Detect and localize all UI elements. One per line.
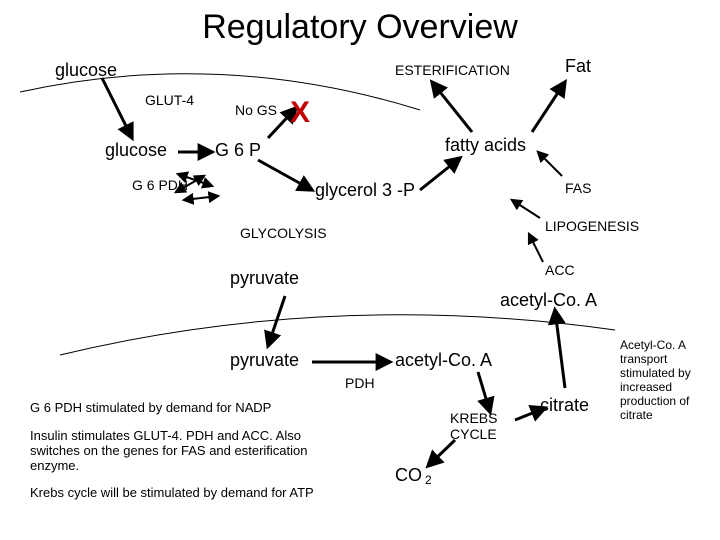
label-glut4: GLUT-4 bbox=[145, 92, 194, 108]
label-glucose_in: glucose bbox=[105, 140, 167, 161]
label-pyruvate_bot: pyruvate bbox=[230, 350, 299, 371]
label-glycolysis: GLYCOLYSIS bbox=[240, 225, 327, 241]
label-no_gs: No GS bbox=[235, 102, 277, 118]
label-g6p: G 6 P bbox=[215, 140, 261, 161]
label-acetylcoa_bot: acetyl-Co. A bbox=[395, 350, 492, 371]
label-pdh: PDH bbox=[345, 375, 375, 391]
label-fatty_acids: fatty acids bbox=[445, 135, 526, 156]
label-lipogenesis: LIPOGENESIS bbox=[545, 218, 639, 234]
label-x_mark: X bbox=[290, 96, 310, 130]
label-krebs: KREBS CYCLE bbox=[450, 410, 497, 442]
label-glucose_top: glucose bbox=[55, 60, 117, 81]
label-g6pdh: G 6 PDH bbox=[132, 177, 188, 193]
diagram-canvas: Regulatory Overview glucoseGLUT-4No GSXg… bbox=[0, 0, 720, 540]
label-acc: ACC bbox=[545, 262, 575, 278]
label-co2: CO bbox=[395, 465, 422, 486]
label-fas: FAS bbox=[565, 180, 591, 196]
label-esterification: ESTERIFICATION bbox=[395, 62, 510, 78]
label-acetylcoa_top: acetyl-Co. A bbox=[500, 290, 597, 311]
label-glycerol3p: glycerol 3 -P bbox=[315, 180, 415, 201]
label-citrate: citrate bbox=[540, 395, 589, 416]
note-note1: G 6 PDH stimulated by demand for NADP bbox=[30, 400, 360, 415]
label-co2_sub: 2 bbox=[425, 473, 432, 487]
label-pyruvate_top: pyruvate bbox=[230, 268, 299, 289]
note-note2: Insulin stimulates GLUT-4. PDH and ACC. … bbox=[30, 428, 340, 473]
note-sidenote: Acetyl-Co. A transport stimulated by inc… bbox=[620, 338, 715, 422]
label-fat: Fat bbox=[565, 56, 591, 77]
note-note3: Krebs cycle will be stimulated by demand… bbox=[30, 485, 390, 500]
